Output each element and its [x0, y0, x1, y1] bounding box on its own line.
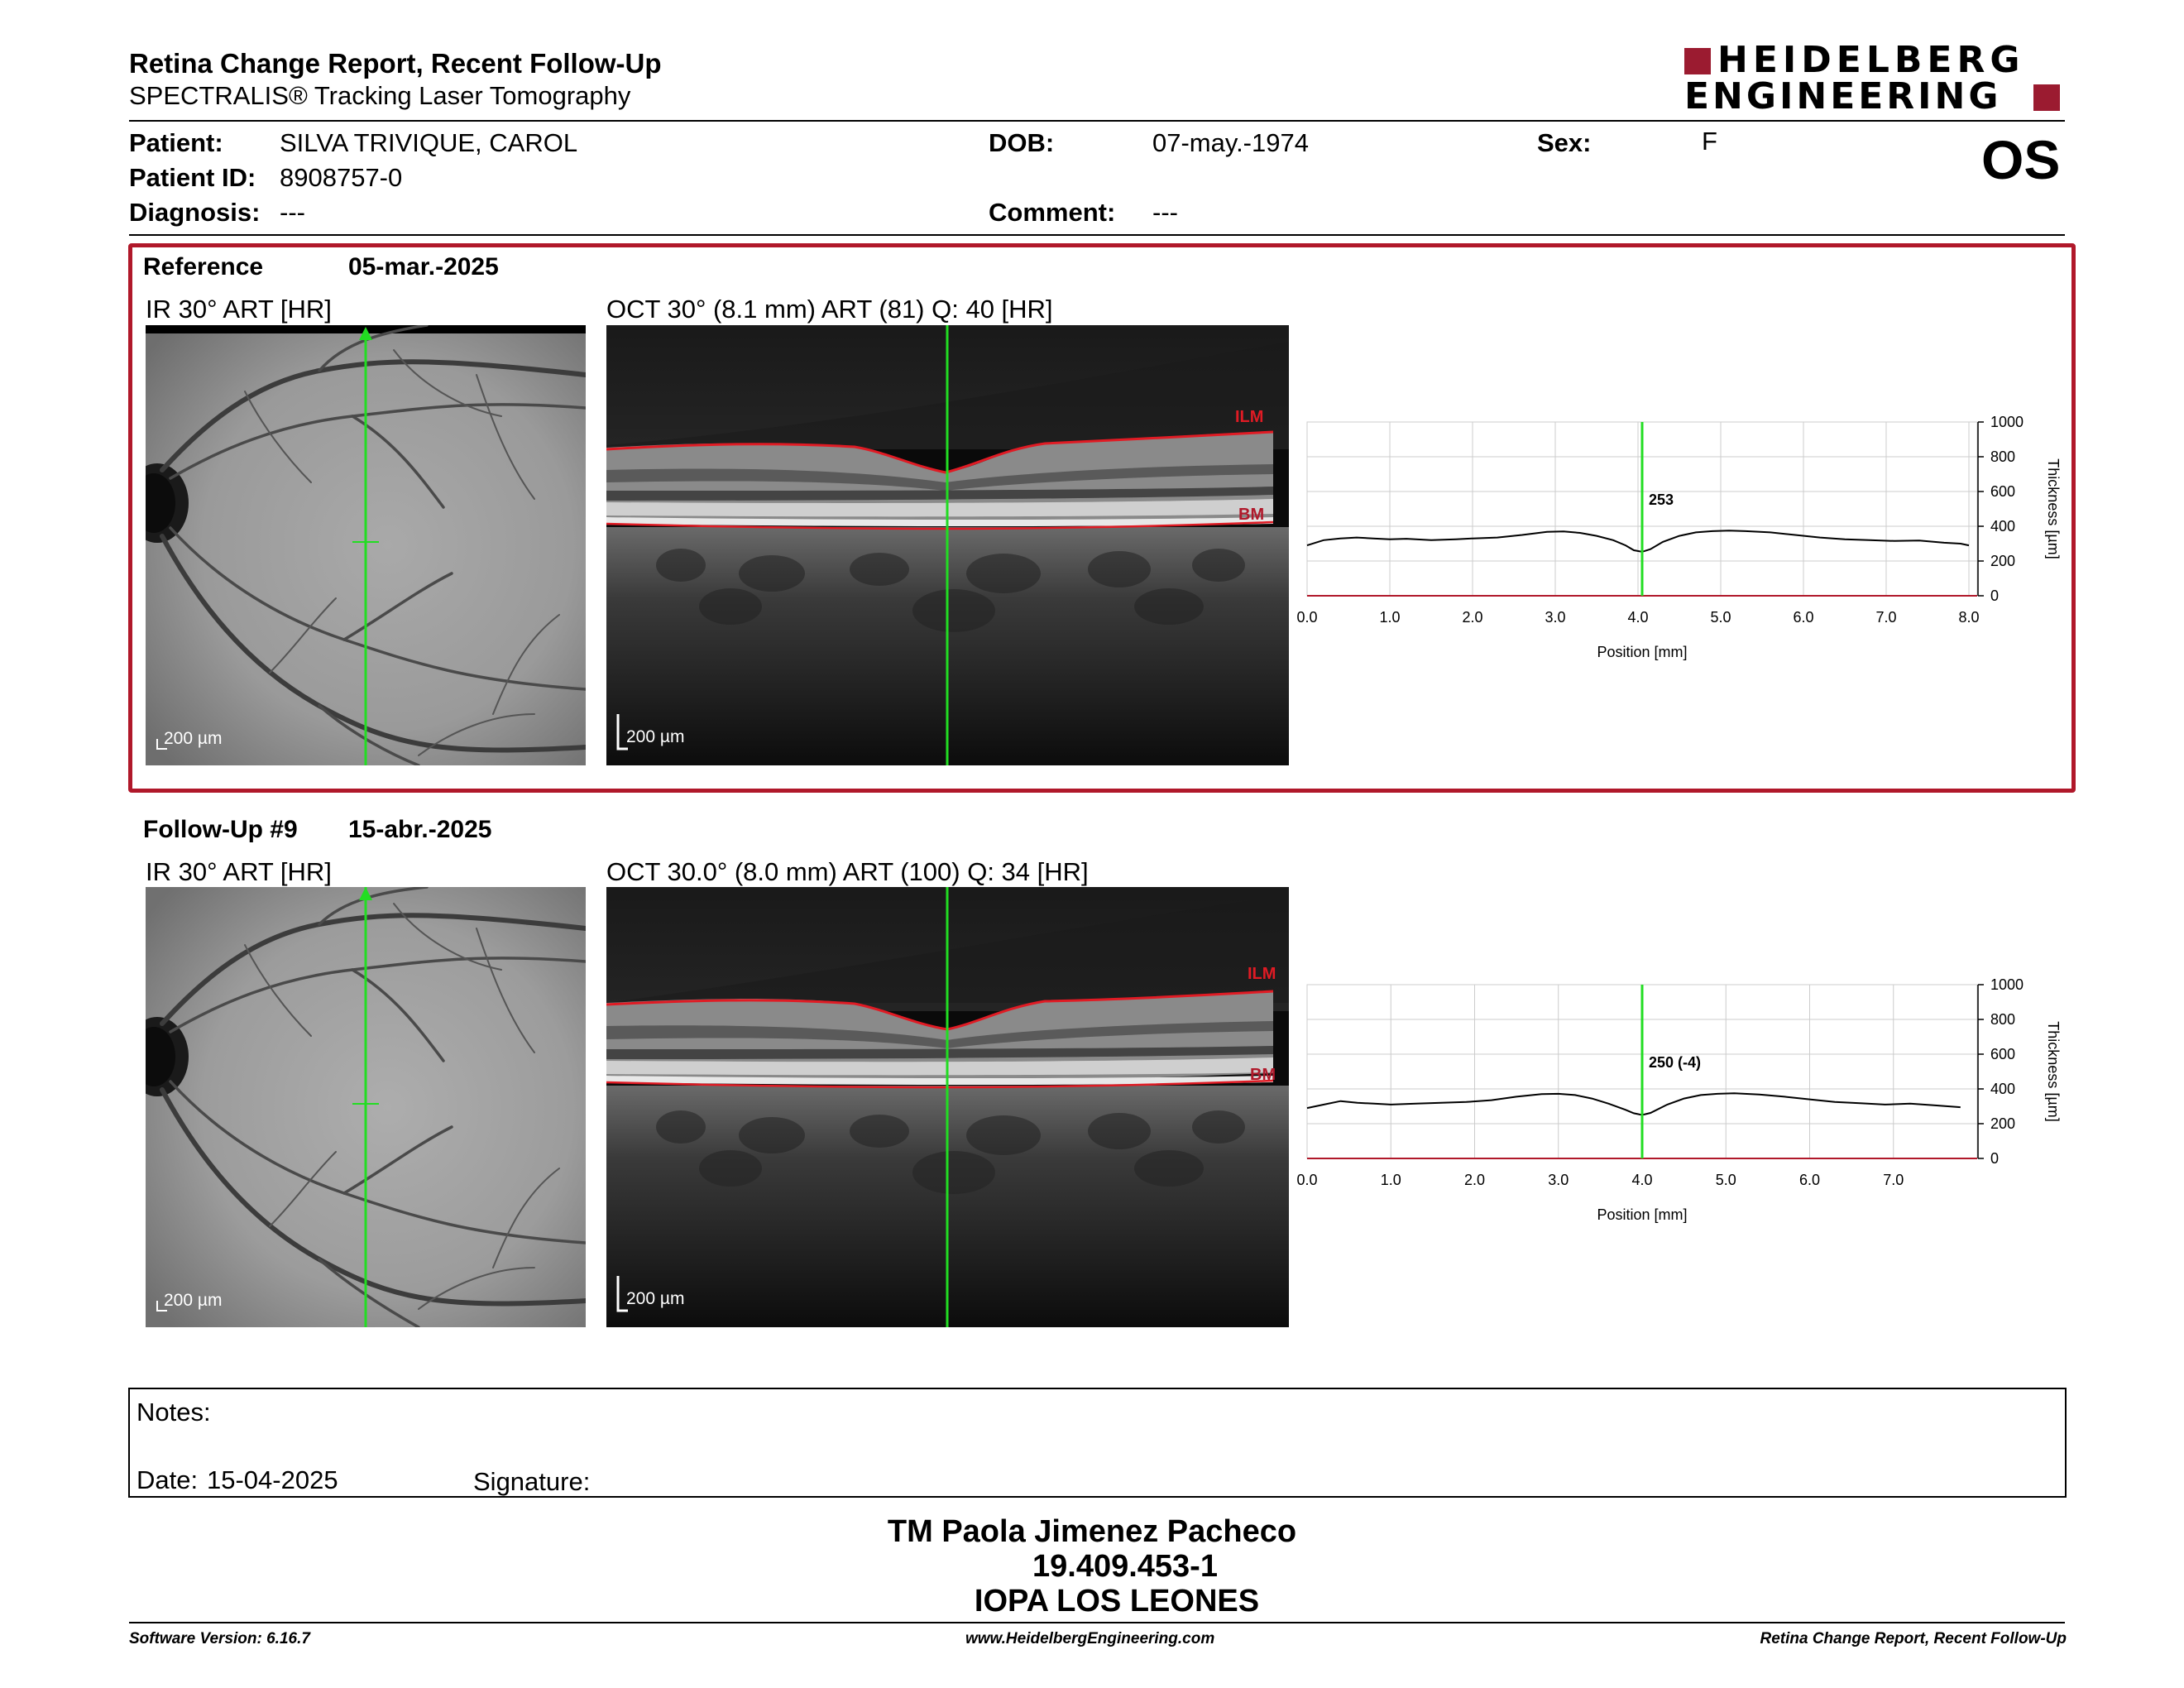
- y-tick-label: 0: [1990, 587, 1999, 604]
- followup-bm-label: BM: [1250, 1066, 1276, 1084]
- x-tick-label: 1.0: [1381, 1172, 1401, 1188]
- patient-id: 8908757-0: [280, 163, 403, 192]
- x-axis-label: Position [mm]: [1597, 644, 1687, 660]
- followup-ir-image[interactable]: 200 µm: [146, 887, 586, 1327]
- footer-divider: [129, 1622, 2065, 1623]
- heidelberg-logo: HEIDELBERG ENGINEERING: [1684, 41, 2070, 117]
- reference-ir-caption: IR 30° ART [HR]: [146, 295, 332, 324]
- x-tick-label: 1.0: [1379, 609, 1400, 626]
- notes-date-label: Date:: [136, 1465, 199, 1494]
- y-tick-label: 400: [1990, 518, 2015, 535]
- followup-label: Follow-Up #9: [143, 816, 298, 843]
- comment-value: ---: [1152, 198, 1178, 227]
- notes-label: Notes:: [136, 1398, 211, 1427]
- header-divider: [129, 120, 2065, 122]
- y-tick-label: 1000: [1990, 414, 2024, 430]
- y-axis-label: Thickness [µm]: [2045, 458, 2062, 559]
- y-tick-label: 1000: [1990, 976, 2024, 993]
- cursor-value-label: 253: [1649, 492, 1674, 508]
- followup-date: 15-abr.-2025: [348, 816, 492, 843]
- followup-oct-caption: OCT 30.0° (8.0 mm) ART (100) Q: 34 [HR]: [606, 857, 1089, 886]
- followup-ilm-label: ILM: [1248, 965, 1276, 983]
- x-tick-label: 4.0: [1627, 609, 1648, 626]
- x-tick-label: 7.0: [1875, 609, 1896, 626]
- y-tick-label: 200: [1990, 1115, 2015, 1132]
- signer-name: TM Paola Jimenez Pacheco: [887, 1514, 1297, 1549]
- footer-software-version: Software Version: 6.16.7: [129, 1630, 310, 1647]
- y-tick-label: 800: [1990, 1011, 2015, 1028]
- x-tick-label: 8.0: [1958, 609, 1979, 626]
- x-tick-label: 3.0: [1548, 1172, 1569, 1188]
- reference-oct-scale: 200 µm: [626, 727, 685, 746]
- patient-id-label: Patient ID:: [129, 163, 256, 192]
- logo-line1: HEIDELBERG: [1717, 39, 2025, 81]
- sex-value: F: [1702, 127, 1717, 156]
- comment-label: Comment:: [989, 198, 1116, 227]
- reference-bm-label: BM: [1238, 506, 1265, 524]
- x-tick-label: 0.0: [1296, 1172, 1317, 1188]
- cursor-value-label: 250 (-4): [1649, 1054, 1701, 1071]
- patient-name: SILVA TRIVIQUE, CAROL: [280, 128, 578, 157]
- followup-ir-caption: IR 30° ART [HR]: [146, 857, 332, 886]
- followup-thickness-chart: 0 200 400 600 800 1000 0.0 1.0 2.0 3.0 4.0 5.0 6.0 7.…: [1296, 976, 2062, 1223]
- x-tick-label: 7.0: [1883, 1172, 1904, 1188]
- diagnosis-label: Diagnosis:: [129, 198, 261, 227]
- logo-square-bottom-icon: [2033, 84, 2060, 111]
- logo-square-top-icon: [1684, 48, 1711, 74]
- patient-divider: [129, 234, 2065, 236]
- thickness-series-line: [1306, 1092, 1961, 1116]
- footer-website-link[interactable]: www.HeidelbergEngineering.com: [965, 1630, 1215, 1647]
- x-tick-label: 0.0: [1296, 609, 1317, 626]
- reference-thickness-chart: 0 200 400 600 800 1000 0.0 1.0 2.0 3.0 4.0 5.0 6.0 7.…: [1296, 414, 2062, 660]
- report-subtitle: SPECTRALIS® Tracking Laser Tomography: [129, 81, 631, 110]
- y-tick-label: 0: [1990, 1150, 1999, 1167]
- reference-ilm-label: ILM: [1235, 408, 1264, 426]
- x-tick-label: 4.0: [1631, 1172, 1652, 1188]
- notes-box[interactable]: Notes: Date: 15-04-2025 Signature:: [128, 1388, 2067, 1498]
- reference-date: 05-mar.-2025: [348, 253, 499, 281]
- y-axis-label: Thickness [µm]: [2045, 1021, 2062, 1121]
- signer-id: 19.409.453-1: [1032, 1549, 1218, 1584]
- signature-label: Signature:: [473, 1467, 591, 1496]
- thickness-series-line: [1306, 530, 1970, 553]
- x-tick-label: 3.0: [1545, 609, 1565, 626]
- patient-name-label: Patient:: [129, 128, 223, 157]
- x-tick-label: 6.0: [1793, 609, 1813, 626]
- reference-oct-image[interactable]: ILM BM 200 µm: [606, 325, 1289, 765]
- x-tick-label: 5.0: [1716, 1172, 1736, 1188]
- x-tick-label: 2.0: [1464, 1172, 1485, 1188]
- y-tick-label: 600: [1990, 1046, 2015, 1062]
- x-tick-label: 6.0: [1799, 1172, 1820, 1188]
- footer-report-name: Retina Change Report, Recent Follow-Up: [1760, 1630, 2067, 1647]
- sex-label: Sex:: [1537, 128, 1592, 157]
- reference-ir-scale: 200 µm: [164, 729, 223, 748]
- followup-oct-scale: 200 µm: [626, 1289, 685, 1308]
- y-tick-label: 800: [1990, 448, 2015, 465]
- followup-oct-image[interactable]: ILM BM 200 µm: [606, 887, 1289, 1327]
- reference-ir-image[interactable]: 200 µm: [146, 325, 586, 765]
- dob-value: 07-may.-1974: [1152, 128, 1309, 157]
- followup-ir-scale: 200 µm: [164, 1291, 223, 1310]
- notes-date: 15-04-2025: [207, 1465, 338, 1494]
- y-tick-label: 600: [1990, 483, 2015, 500]
- y-tick-label: 200: [1990, 553, 2015, 569]
- diagnosis-value: ---: [280, 198, 305, 227]
- x-axis-label: Position [mm]: [1597, 1206, 1687, 1223]
- x-tick-label: 5.0: [1710, 609, 1731, 626]
- reference-oct-caption: OCT 30° (8.1 mm) ART (81) Q: 40 [HR]: [606, 295, 1053, 324]
- reference-section-frame: [128, 243, 2076, 793]
- dob-label: DOB:: [989, 128, 1055, 157]
- report-title: Retina Change Report, Recent Follow-Up: [129, 48, 662, 79]
- signer-institution: IOPA LOS LEONES: [974, 1584, 1260, 1618]
- reference-label: Reference: [143, 253, 264, 281]
- y-tick-label: 400: [1990, 1081, 2015, 1097]
- eye-indicator: OS: [1981, 129, 2061, 190]
- logo-line2: ENGINEERING: [1684, 75, 2002, 117]
- x-tick-label: 2.0: [1462, 609, 1482, 626]
